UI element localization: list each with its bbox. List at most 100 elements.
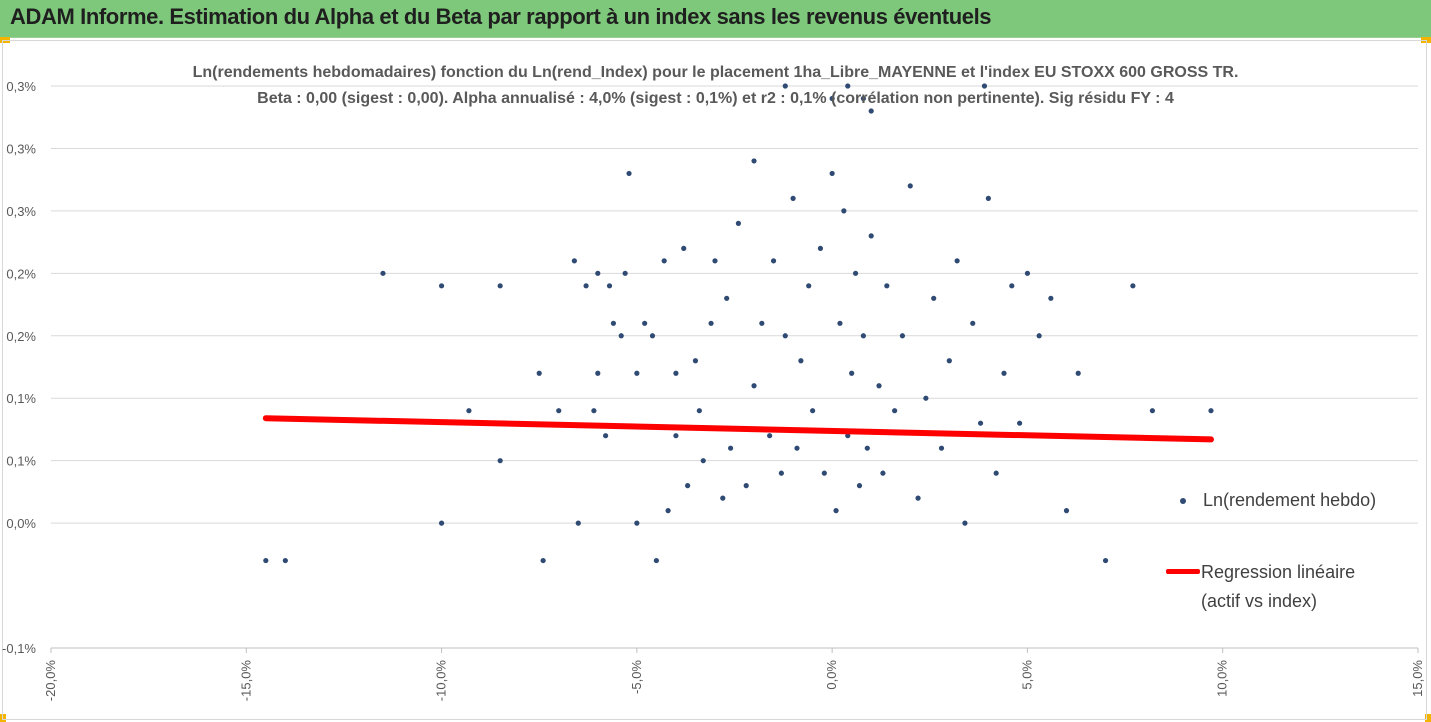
data-point	[821, 470, 827, 476]
data-point	[536, 370, 542, 376]
data-point	[571, 258, 577, 264]
data-point	[845, 433, 851, 439]
data-point	[653, 557, 659, 564]
data-point	[626, 170, 632, 177]
data-point	[708, 320, 714, 326]
frame-corner-bottom-right	[1425, 714, 1431, 722]
data-point	[497, 283, 503, 289]
legend-regression-label: Regression linéaire	[1201, 562, 1356, 582]
report-title: ADAM Informe. Estimation du Alpha et du …	[10, 4, 992, 29]
data-point	[622, 270, 628, 276]
chart-frame	[2, 40, 1427, 720]
data-point	[759, 320, 765, 326]
data-point	[778, 470, 784, 476]
data-point	[1208, 408, 1214, 414]
data-point	[583, 283, 589, 289]
data-point	[841, 208, 847, 214]
data-point	[868, 108, 874, 114]
data-point	[985, 195, 991, 201]
data-point	[1075, 370, 1081, 376]
x-tick-label: 10,0%	[1215, 660, 1230, 697]
data-point	[852, 270, 859, 276]
data-point	[977, 420, 984, 426]
data-point	[591, 408, 597, 414]
data-point	[743, 483, 749, 489]
y-tick-label: 0,2%	[6, 266, 36, 281]
data-point	[610, 320, 617, 326]
data-point	[962, 520, 968, 526]
chart-title: Ln(rendements hebdomadaires) fonction du…	[192, 64, 1239, 81]
data-point	[806, 283, 812, 289]
data-point	[665, 508, 671, 514]
legend-scatter-marker	[1180, 498, 1186, 504]
data-point	[595, 370, 601, 376]
data-point	[829, 95, 835, 102]
y-tick-label: 0,1%	[6, 454, 36, 469]
data-point	[727, 445, 734, 451]
data-point	[618, 333, 624, 339]
data-point	[438, 283, 445, 289]
data-point	[712, 258, 718, 264]
data-point	[696, 408, 702, 414]
data-point	[860, 95, 866, 102]
data-point	[884, 283, 890, 289]
y-tick-label: -0,1%	[2, 641, 36, 656]
chart-subtitle: Beta : 0,00 (sigest : 0,00). Alpha annua…	[257, 90, 1174, 107]
data-point	[735, 220, 742, 226]
data-point	[892, 408, 898, 414]
data-point	[868, 233, 874, 239]
data-point	[466, 408, 472, 414]
data-point	[575, 520, 581, 526]
data-point	[1009, 283, 1015, 289]
data-point	[681, 245, 687, 251]
frame-corner-bottom-left	[0, 714, 6, 722]
data-point	[770, 258, 777, 264]
data-point	[685, 483, 691, 489]
data-point	[673, 370, 679, 376]
legend-regression-sublabel: (actif vs index)	[1201, 591, 1318, 611]
regression-line	[262, 415, 1214, 443]
data-point	[923, 395, 929, 401]
data-point	[845, 83, 851, 89]
data-point	[876, 383, 882, 389]
data-point	[1063, 508, 1070, 514]
data-point	[970, 320, 976, 326]
data-point	[603, 433, 609, 439]
data-point	[817, 245, 824, 251]
x-tick-label: 0,0%	[824, 660, 839, 690]
data-point	[880, 470, 886, 476]
data-point	[915, 495, 921, 501]
y-tick-label: 0,0%	[6, 516, 36, 531]
data-point	[931, 295, 937, 301]
data-point	[1149, 408, 1156, 414]
data-point	[782, 333, 788, 339]
data-point	[981, 83, 988, 89]
data-point	[556, 408, 562, 414]
y-tick-label: 0,3%	[6, 141, 36, 156]
x-tick-label: -10,0%	[434, 660, 449, 702]
data-point	[833, 508, 839, 514]
data-point	[1017, 420, 1023, 426]
data-point	[724, 295, 730, 301]
x-tick-label: -15,0%	[238, 660, 253, 702]
data-point	[540, 557, 546, 564]
data-point	[1048, 295, 1054, 301]
data-point	[798, 358, 804, 364]
data-point	[810, 408, 816, 414]
x-tick-label: 5,0%	[1019, 660, 1034, 690]
data-point	[751, 158, 757, 164]
data-point	[856, 483, 863, 489]
y-tick-label: 0,2%	[6, 329, 36, 344]
data-point	[634, 370, 640, 376]
data-point	[634, 520, 640, 526]
data-point	[829, 170, 835, 177]
data-point	[661, 258, 667, 264]
data-point	[263, 557, 269, 564]
y-tick-label: 0,3%	[6, 204, 36, 219]
data-point	[438, 520, 445, 526]
data-point	[899, 333, 906, 339]
data-point	[993, 470, 999, 476]
data-point	[790, 195, 796, 201]
data-point	[1001, 370, 1007, 376]
